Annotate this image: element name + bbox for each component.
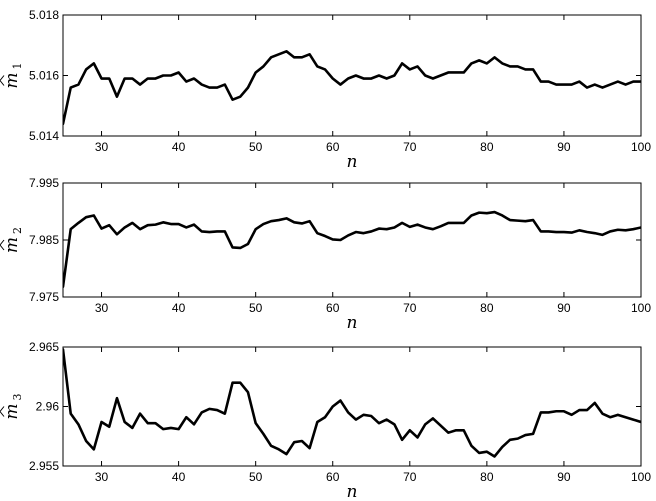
y-axis-label-base: m [2,72,22,88]
y-tick-label: 5.016 [29,69,59,83]
x-axis-label: n [347,482,358,501]
series-line [63,49,641,126]
x-tick-label: 70 [403,470,417,484]
hat-accent-icon [0,75,5,86]
x-tick-label: 90 [557,470,571,484]
x-tick-label: 70 [403,301,417,315]
x-tick-label: 80 [480,470,494,484]
x-tick-label: 60 [326,470,340,484]
x-tick-label: 30 [95,301,109,315]
series-line [63,210,641,289]
x-tick-label: 50 [249,301,263,315]
x-tick-label: 100 [631,301,651,315]
x-tick-label: 40 [172,140,186,154]
y-axis-label: m3 [0,394,24,420]
y-tick-label: 5.014 [29,129,59,143]
y-axis-label: m1 [0,63,24,89]
y-tick-label: 7.985 [29,233,59,247]
x-axis-label: n [347,152,358,172]
x-axis-label: n [347,313,358,333]
y-tick-label: 7.995 [29,176,59,190]
y-tick-label: 2.96 [36,400,60,414]
x-tick-label: 30 [95,470,109,484]
y-axis-label-base: m [2,237,22,253]
x-tick-label: 50 [249,140,263,154]
x-tick-label: 40 [172,470,186,484]
x-tick-label: 100 [631,470,651,484]
x-tick-label: 30 [95,140,109,154]
x-tick-label: 60 [326,301,340,315]
y-tick-label: 7.975 [29,290,59,304]
series-line [63,348,641,458]
x-tick-label: 60 [326,140,340,154]
hat-accent-icon [0,406,5,417]
y-axis-label-base: m [2,403,22,419]
x-tick-label: 80 [480,301,494,315]
x-tick-label: 40 [172,301,186,315]
y-tick-label: 2.955 [29,459,59,473]
y-axis-label-subscript: 3 [11,394,24,401]
x-tick-label: 50 [249,470,263,484]
x-tick-label: 100 [631,140,651,154]
x-tick-label: 70 [403,140,417,154]
y-axis-label: m2 [0,227,24,253]
x-tick-label: 80 [480,140,494,154]
y-tick-label: 2.965 [29,340,59,354]
x-tick-label: 90 [557,301,571,315]
y-axis-label-subscript: 1 [11,63,24,70]
plot-frame [62,346,642,467]
plot-frame [62,14,642,137]
hat-accent-icon [0,239,5,251]
x-tick-label: 90 [557,140,571,154]
plot-frame [62,182,642,298]
y-axis-label-subscript: 2 [11,227,24,234]
y-tick-label: 5.018 [29,8,59,22]
